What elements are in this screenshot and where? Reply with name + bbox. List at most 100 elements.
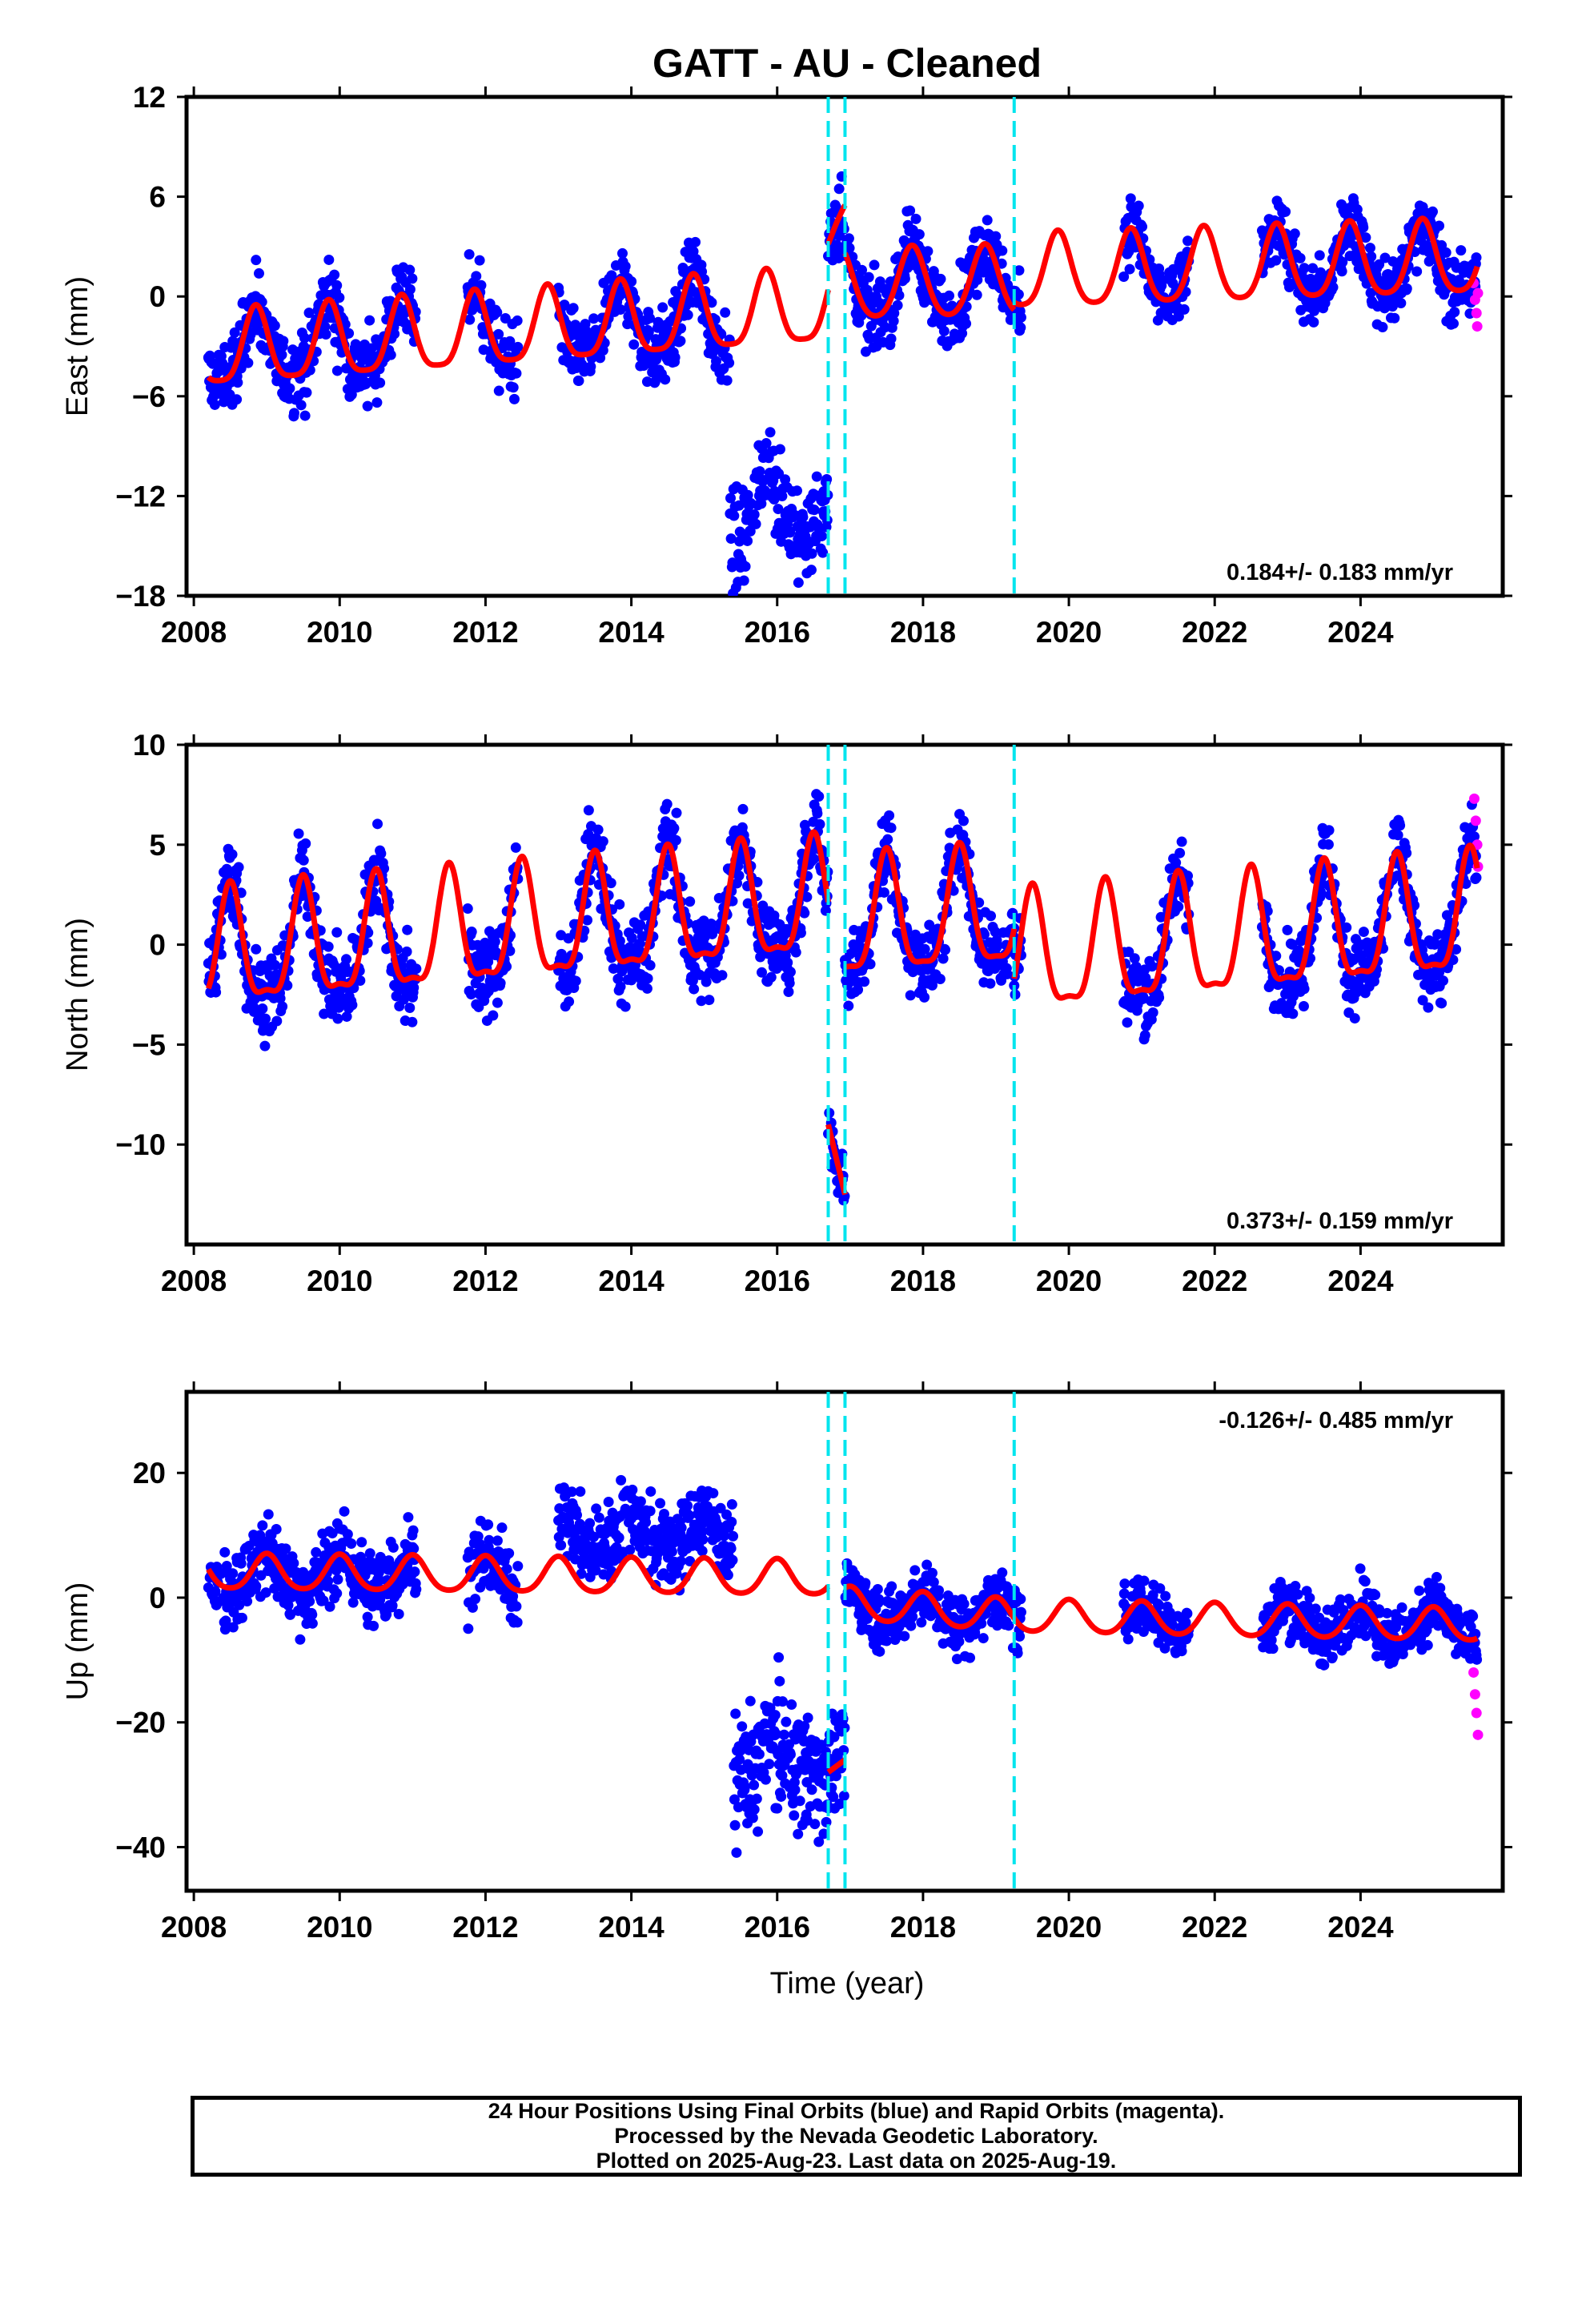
final-orbit-point [319, 1008, 330, 1019]
final-orbit-point [821, 1816, 832, 1827]
final-orbit-point [806, 1784, 817, 1795]
final-orbit-point [660, 374, 671, 385]
final-orbit-point [251, 255, 262, 266]
rapid-orbit-point [1471, 308, 1482, 319]
final-orbit-point [231, 394, 243, 405]
final-orbit-point [860, 1578, 871, 1589]
x-tick-label: 2012 [452, 1265, 518, 1297]
final-orbit-point [1395, 820, 1406, 831]
final-orbit-point [332, 1013, 343, 1024]
final-orbit-point [512, 1561, 524, 1572]
final-orbit-point [697, 1546, 708, 1557]
x-tick-label: 2020 [1036, 1265, 1102, 1297]
final-orbit-point [341, 1011, 352, 1022]
final-orbit-point [1379, 252, 1391, 263]
final-orbit-point [1146, 961, 1158, 972]
final-orbit-point [965, 1652, 976, 1663]
final-orbit-point [899, 1630, 910, 1642]
final-orbit-point [407, 1016, 418, 1027]
final-orbit-point [591, 1503, 602, 1514]
final-orbit-point [809, 853, 820, 864]
y-tick-label: −20 [115, 1707, 166, 1739]
final-orbit-point [371, 397, 383, 408]
final-orbit-point [644, 959, 656, 971]
final-orbit-point [805, 565, 817, 576]
final-orbit-point [865, 959, 876, 970]
x-tick-label: 2020 [1036, 616, 1102, 649]
final-orbit-point [728, 1530, 739, 1542]
final-orbit-point [726, 1499, 737, 1510]
final-orbit-point [1289, 228, 1300, 239]
final-orbit-point [511, 1601, 522, 1612]
final-orbit-point [1271, 951, 1282, 962]
rapid-orbit-point [1472, 287, 1484, 299]
final-orbit-point [671, 807, 682, 818]
final-orbit-point [1392, 870, 1403, 881]
final-orbit-point [843, 1000, 854, 1011]
final-orbit-point [1174, 847, 1186, 858]
final-orbit-point [466, 927, 477, 938]
final-orbit-point [627, 1484, 638, 1495]
final-orbit-point [331, 365, 343, 376]
final-orbit-point [809, 1819, 821, 1830]
y-tick-label: −10 [115, 1128, 166, 1161]
final-orbit-point [263, 1509, 274, 1520]
final-orbit-point [773, 1652, 785, 1663]
final-orbit-point [331, 279, 343, 291]
final-orbit-point [1287, 939, 1298, 950]
final-orbit-point [643, 327, 654, 338]
plot-area [203, 1392, 1484, 1891]
final-orbit-point [489, 936, 500, 947]
final-orbit-point [750, 518, 761, 529]
final-orbit-point [1139, 1030, 1150, 1041]
final-orbit-point [1119, 1578, 1130, 1590]
final-orbit-point [219, 1546, 231, 1558]
final-orbit-point [493, 328, 504, 340]
final-orbit-point [789, 1784, 801, 1795]
final-orbit-point [275, 993, 286, 1004]
final-orbit-point [1173, 901, 1184, 912]
final-orbit-point [347, 999, 358, 1011]
final-orbit-point [669, 822, 680, 834]
final-orbit-point [501, 961, 512, 972]
final-orbit-point [893, 290, 905, 301]
final-orbit-point [269, 320, 280, 332]
final-orbit-point [905, 205, 916, 216]
final-orbit-point [793, 577, 804, 589]
rapid-orbit-point [1468, 793, 1480, 804]
final-orbit-point [299, 332, 310, 344]
final-orbit-point [1417, 995, 1428, 1006]
final-orbit-point [411, 963, 422, 975]
final-orbit-point [833, 183, 845, 195]
plot-area [203, 745, 1484, 1244]
x-tick-label: 2008 [161, 1911, 227, 1944]
y-tick-label: 12 [133, 81, 166, 114]
final-orbit-point [495, 978, 506, 989]
final-orbit-point [364, 315, 375, 326]
final-orbit-point [512, 341, 524, 352]
final-orbit-point [799, 907, 810, 919]
final-orbit-point [869, 259, 880, 271]
final-orbit-point [229, 327, 240, 338]
final-orbit-point [408, 1525, 419, 1536]
final-orbit-point [769, 1710, 781, 1721]
final-orbit-point [726, 1517, 737, 1528]
final-orbit-point [615, 981, 626, 992]
final-orbit-point [493, 385, 504, 396]
final-orbit-point [462, 903, 473, 915]
final-orbit-point [215, 1568, 227, 1579]
final-orbit-point [992, 940, 1003, 951]
final-orbit-point [757, 967, 768, 978]
final-orbit-point [277, 1001, 288, 1012]
final-orbit-point [1137, 221, 1148, 232]
final-orbit-point [689, 983, 700, 995]
final-orbit-point [974, 897, 985, 908]
x-tick-label: 2014 [598, 1265, 665, 1297]
final-orbit-point [471, 271, 482, 282]
final-orbit-point [1129, 953, 1140, 964]
final-orbit-point [404, 283, 416, 295]
final-orbit-point [785, 1749, 796, 1760]
final-orbit-points [203, 171, 1482, 596]
final-orbit-point [1295, 252, 1306, 263]
